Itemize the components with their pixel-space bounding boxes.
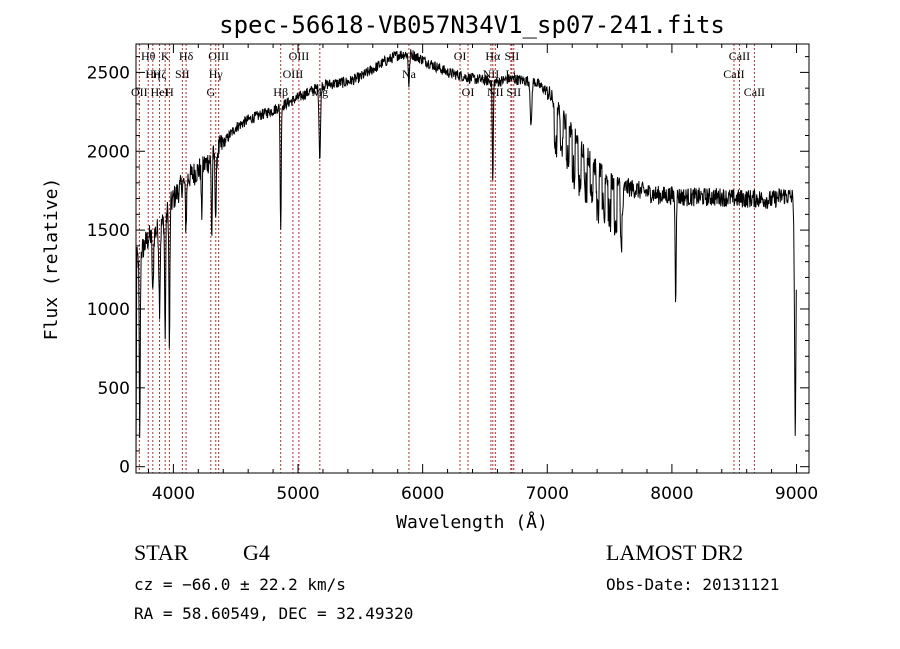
- reference-line-label: OIII: [208, 49, 229, 63]
- x-tick-label: 9000: [775, 484, 818, 504]
- y-tick-label: 2000: [87, 142, 130, 162]
- reference-line-label: H: [165, 85, 174, 99]
- reference-line-label: OI: [462, 85, 475, 99]
- plot-frame: [135, 43, 810, 474]
- x-tick-label: 6000: [401, 484, 444, 504]
- reference-lines: [138, 44, 755, 473]
- redshift-readout: cz = −66.0 ± 22.2 km/s: [134, 575, 346, 594]
- y-tick-label: 500: [98, 379, 130, 399]
- reference-line-label: OII: [131, 85, 148, 99]
- x-axis-ticks: 4000 5000 6000 7000 8000 9000: [147, 44, 818, 504]
- x-axis-label: Wavelength (Å): [396, 511, 548, 533]
- reference-line-label: NII: [487, 85, 504, 99]
- spectrum-line: [135, 49, 797, 463]
- chart-title: spec-56618-VB057N34V1_sp07-241.fits: [219, 11, 725, 39]
- reference-line-label: Hθ: [141, 49, 156, 63]
- reference-line-label: HeI: [151, 85, 169, 99]
- x-tick-label: 5000: [276, 484, 319, 504]
- reference-line-label: Hγ: [209, 67, 224, 81]
- reference-line-label: CaII: [723, 67, 744, 81]
- y-tick-label: 1000: [87, 300, 130, 320]
- object-class: STAR: [134, 540, 189, 565]
- survey-name: LAMOST DR2: [606, 540, 743, 565]
- reference-line-label: Hζ: [153, 67, 167, 81]
- reference-line-label: SII: [505, 49, 520, 63]
- reference-line-label: Hδ: [179, 49, 194, 63]
- reference-line-label: Li: [506, 67, 517, 81]
- object-subclass: G4: [243, 540, 270, 565]
- x-tick-label: 4000: [152, 484, 195, 504]
- y-tick-label: 1500: [87, 221, 130, 241]
- y-axis-label: Flux (relative): [41, 178, 62, 341]
- reference-line-label: CaII: [729, 49, 750, 63]
- reference-line-label: SII: [506, 85, 521, 99]
- y-axis-ticks: 0 500 1000 1500 2000 2500: [87, 56, 809, 478]
- reference-line-label: G: [206, 85, 215, 99]
- reference-line-label: Hη: [145, 67, 160, 81]
- reference-line-label: Hβ: [273, 85, 288, 99]
- reference-line-label: SII: [175, 67, 190, 81]
- y-tick-label: 0: [119, 458, 130, 478]
- reference-line-label: CaII: [744, 85, 765, 99]
- reference-line-label: OIII: [283, 67, 304, 81]
- x-tick-label: 7000: [526, 484, 569, 504]
- x-tick-label: 8000: [650, 484, 693, 504]
- coordinates-readout: RA = 58.60549, DEC = 32.49320: [134, 604, 413, 623]
- reference-line-label: K: [161, 49, 170, 63]
- reference-line-label: OIII: [289, 49, 310, 63]
- reference-line-label: Hα: [485, 49, 501, 63]
- observation-date: Obs-Date: 20131121: [606, 575, 779, 594]
- reference-line-label: OI: [454, 49, 467, 63]
- y-tick-label: 2500: [87, 63, 130, 83]
